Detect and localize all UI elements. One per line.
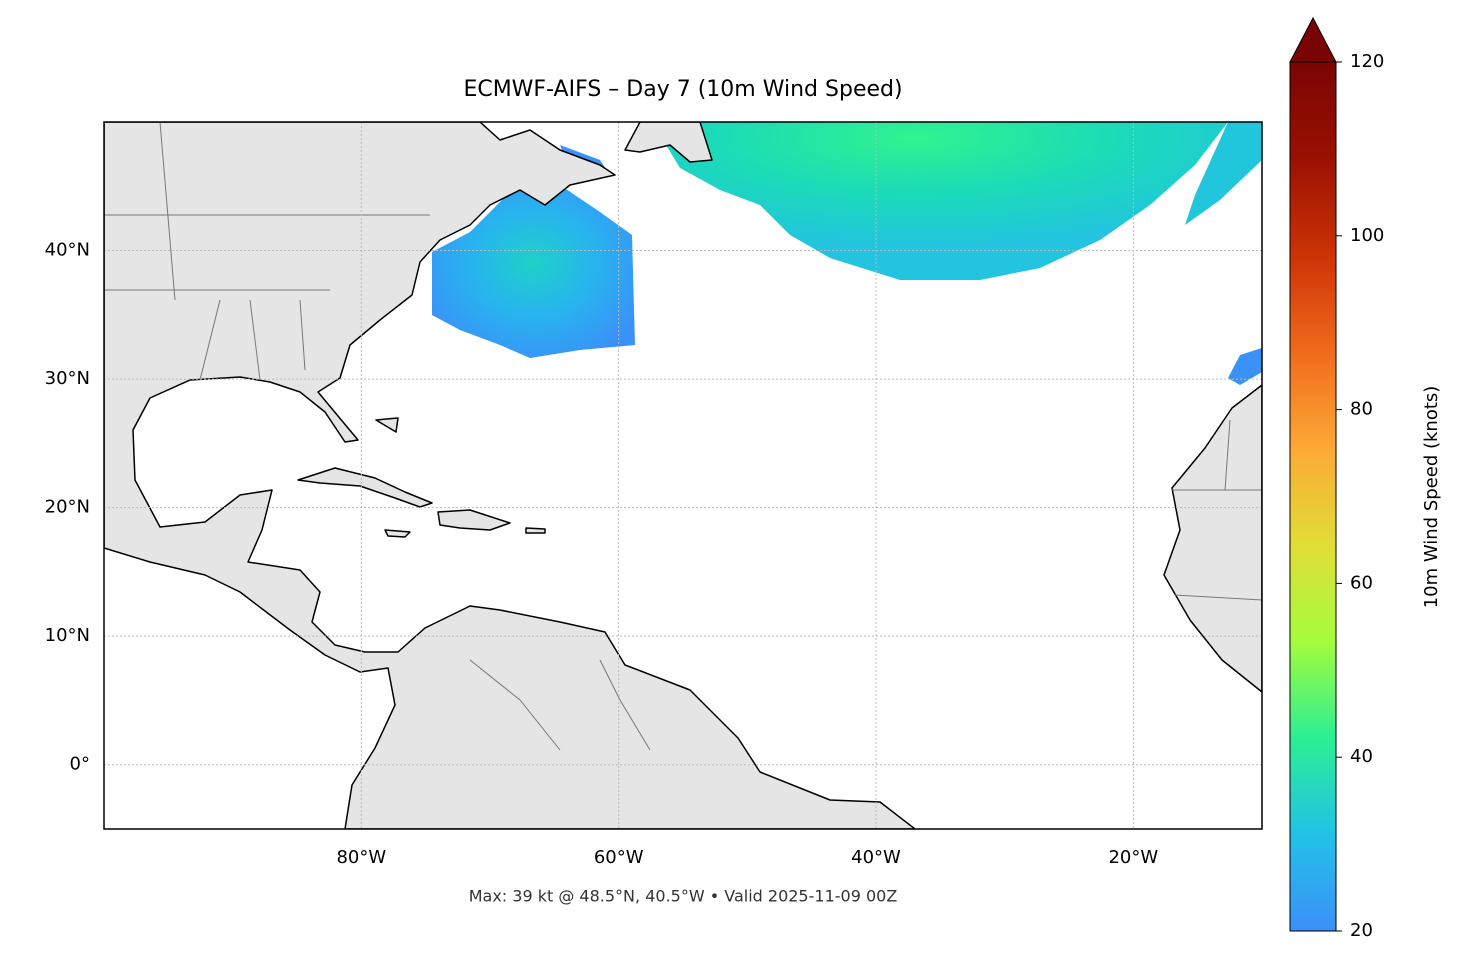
land	[1163, 384, 1262, 693]
colorbar-tick-label: 60	[1350, 572, 1373, 593]
land	[384, 529, 411, 538]
colorbar-tick-label: 40	[1350, 746, 1373, 767]
y-tick-label: 20°N	[45, 497, 90, 518]
y-tick-label: 0°	[70, 754, 90, 775]
land	[437, 509, 511, 531]
land	[297, 467, 433, 508]
land	[375, 417, 399, 433]
x-tick-label: 20°W	[1108, 847, 1158, 868]
y-tick-label: 40°N	[45, 240, 90, 261]
colorbar: 20 40 60 80 100 120	[1289, 16, 1384, 941]
wind-field	[1228, 348, 1262, 385]
wind-field	[1185, 122, 1262, 225]
footnote: Max: 39 kt @ 48.5°N, 40.5°W • Valid 2025…	[469, 887, 898, 906]
wind-field	[432, 185, 635, 358]
x-tick-label: 40°W	[851, 847, 901, 868]
colorbar-scale	[1289, 61, 1337, 932]
colorbar-tick-label: 120	[1350, 51, 1384, 72]
land	[525, 527, 546, 534]
map	[104, 122, 1262, 829]
land	[104, 122, 916, 829]
x-tick-label: 60°W	[594, 847, 644, 868]
grid	[104, 122, 1262, 829]
y-tick-label: 30°N	[45, 368, 90, 389]
map-frame	[103, 121, 1263, 830]
y-tick-label: 10°N	[45, 625, 90, 646]
colorbar-label: 10m Wind Speed (knots)	[1421, 386, 1442, 609]
x-tick-label: 80°W	[336, 847, 386, 868]
land	[624, 122, 713, 163]
wind-field	[660, 122, 1228, 280]
colorbar-tick-label: 100	[1350, 225, 1384, 246]
colorbar-tick-label: 20	[1350, 920, 1373, 941]
colorbar-extend	[1289, 16, 1337, 63]
colorbar-tick-label: 80	[1350, 399, 1373, 420]
axes: 80°W 60°W 40°W 20°W 0° 10°N 20°N 30°N 40°N	[45, 240, 1159, 868]
chart-title: ECMWF-AIFS – Day 7 (10m Wind Speed)	[463, 77, 902, 102]
country-border	[104, 122, 1262, 751]
